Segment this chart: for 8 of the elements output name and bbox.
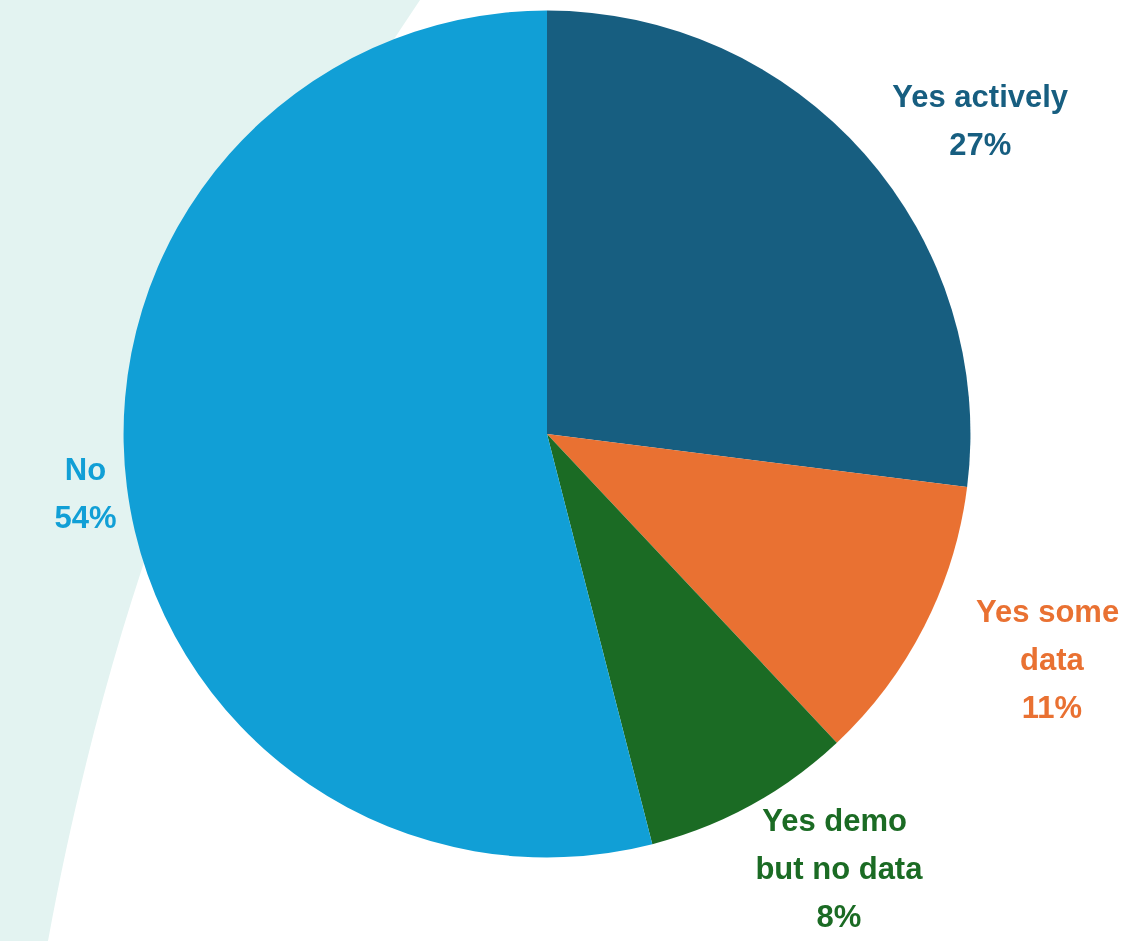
slice-label: Yes actively bbox=[892, 78, 1069, 114]
slice-label: Yes some data bbox=[976, 593, 1128, 677]
data-label: 54% bbox=[54, 499, 117, 535]
slice-label: Yes demo but no data bbox=[755, 803, 924, 887]
slice-label: No bbox=[64, 451, 107, 487]
data-label: 8% bbox=[816, 899, 862, 935]
data-label: 27% bbox=[949, 126, 1012, 162]
data-label: 11% bbox=[1021, 689, 1083, 725]
